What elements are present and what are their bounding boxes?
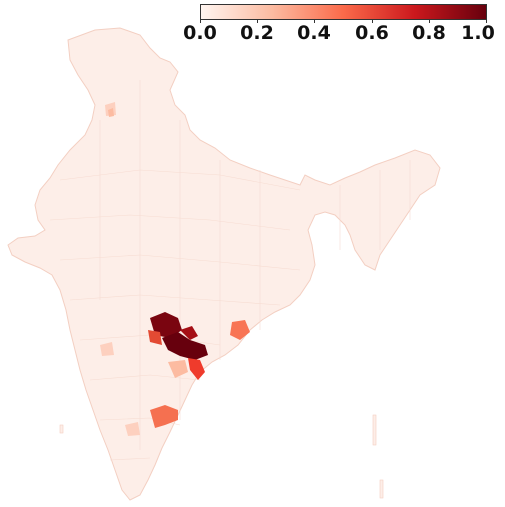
country-outline	[7, 27, 441, 501]
colorbar-tick-mark	[486, 19, 487, 23]
colorbar-tick-mark	[200, 19, 201, 23]
district-highlight	[230, 320, 250, 340]
colorbar-gradient	[200, 4, 487, 20]
colorbar-tick-mark	[372, 19, 373, 23]
colorbar-tick-mark	[429, 19, 430, 23]
district-borders	[49, 80, 411, 461]
district-highlight	[100, 342, 114, 356]
district-highlight	[148, 330, 162, 345]
colorbar-tick-label: 0.8	[412, 22, 446, 44]
district-highlight	[162, 332, 208, 360]
colorbar-tick-label: 0.6	[355, 22, 389, 44]
district-highlight	[125, 422, 140, 436]
district-highlight	[150, 405, 178, 428]
district-highlight	[180, 326, 198, 340]
islands	[59, 424, 64, 434]
colorbar-tick-label: 0.4	[297, 22, 331, 44]
colorbar-tick-mark	[257, 19, 258, 23]
district-highlight	[168, 360, 188, 378]
colorbar-tick-label: 1.0	[461, 22, 495, 44]
highlighted-districts	[100, 102, 250, 436]
district-highlight	[108, 108, 114, 117]
district-highlight	[150, 312, 182, 338]
colorbar-tick-mark	[314, 19, 315, 23]
islands	[379, 479, 384, 499]
islands	[372, 414, 377, 446]
colorbar-tick-label: 0.2	[240, 22, 274, 44]
colorbar-tick-label: 0.0	[183, 22, 217, 44]
district-highlight	[188, 358, 205, 380]
